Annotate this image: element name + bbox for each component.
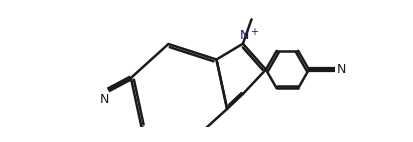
Text: N: N <box>239 29 248 42</box>
Text: N: N <box>100 93 109 106</box>
Text: N: N <box>336 63 346 76</box>
Text: +: + <box>249 27 257 37</box>
